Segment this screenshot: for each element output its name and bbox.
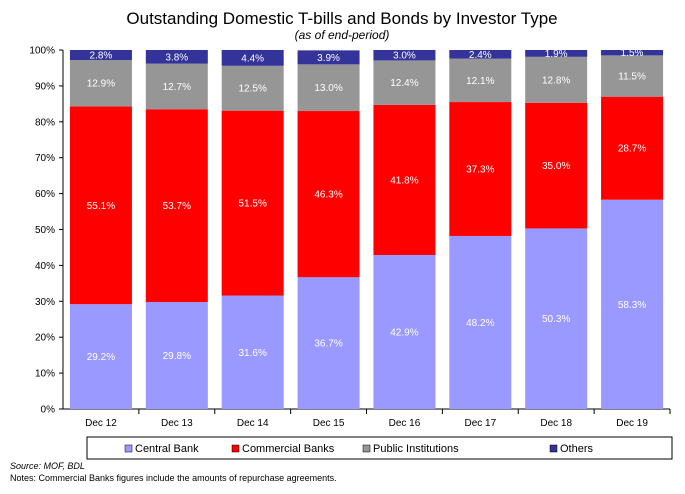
data-label: 1.9% xyxy=(545,49,568,60)
legend-swatch xyxy=(231,444,240,453)
bar-segment-others xyxy=(297,50,360,65)
bar-segment-public-institutions xyxy=(449,58,512,103)
bar-segment-central-bank xyxy=(373,254,436,409)
y-tick-label: 30% xyxy=(35,297,55,308)
bar-segment-commercial-banks xyxy=(449,102,512,236)
x-tick-label: Dec 14 xyxy=(237,418,269,429)
data-label: 37.3% xyxy=(466,165,494,176)
chart-subtitle: (as of end-period) xyxy=(295,28,390,42)
bar-segment-central-bank xyxy=(525,228,588,409)
bar-segment-others xyxy=(601,50,664,56)
x-tick-label: Dec 15 xyxy=(313,418,345,429)
data-label: 46.3% xyxy=(314,190,342,201)
y-tick-label: 70% xyxy=(35,153,55,164)
bar-segment-public-institutions xyxy=(373,60,436,105)
data-label: 50.3% xyxy=(542,314,570,325)
data-label: 29.8% xyxy=(163,351,191,362)
data-label: 51.5% xyxy=(239,199,267,210)
bar-segment-commercial-banks xyxy=(297,111,360,278)
data-label: 55.1% xyxy=(87,201,115,212)
bar-segment-public-institutions xyxy=(297,64,360,112)
bar-segment-commercial-banks xyxy=(69,106,132,305)
data-label: 2.8% xyxy=(90,51,113,62)
bar-segment-others xyxy=(221,50,284,66)
data-label: 12.8% xyxy=(542,75,570,86)
bar-segment-central-bank xyxy=(449,235,512,409)
y-tick-label: 40% xyxy=(35,261,55,272)
legend-swatch xyxy=(362,444,371,453)
y-tick-label: 50% xyxy=(35,225,55,236)
legend-entry: Central Bank xyxy=(135,443,199,455)
bar-segment-commercial-banks xyxy=(221,110,284,296)
data-label: 12.4% xyxy=(390,78,418,89)
legend-entry: Public Institutions xyxy=(373,443,459,455)
data-label: 53.7% xyxy=(163,201,191,212)
data-label: 4.4% xyxy=(241,53,264,64)
x-tick-label: Dec 12 xyxy=(85,418,117,429)
footnote: Notes: Commercial Banks figures include … xyxy=(10,473,337,483)
bar-segment-commercial-banks xyxy=(373,104,436,255)
bar-segment-others xyxy=(373,50,436,61)
y-tick-label: 10% xyxy=(35,369,55,380)
y-tick-label: 80% xyxy=(35,117,55,128)
source-note: Source: MOF, BDL xyxy=(10,461,85,471)
legend: Central Bank Commercial Banks Public Insti… xyxy=(86,436,673,460)
bar-segment-public-institutions xyxy=(69,60,132,107)
legend-box xyxy=(86,436,673,460)
data-label: 12.7% xyxy=(163,82,191,93)
bar-segment-public-institutions xyxy=(525,56,588,103)
bar-segment-others xyxy=(145,50,208,64)
x-tick-label: Dec 13 xyxy=(161,418,193,429)
data-label: 48.2% xyxy=(466,318,494,329)
data-label: 58.3% xyxy=(618,300,646,311)
bar-segment-public-institutions xyxy=(601,55,664,97)
x-tick-label: Dec 17 xyxy=(464,418,496,429)
legend-swatch xyxy=(549,444,558,453)
data-label: 29.2% xyxy=(87,352,115,363)
bar-segment-commercial-banks xyxy=(601,96,664,200)
bar-segment-others xyxy=(69,50,132,61)
data-label: 12.5% xyxy=(239,84,267,95)
bar-segment-central-bank xyxy=(297,277,360,409)
bar-segment-others xyxy=(449,50,512,59)
chart-title: Outstanding Domestic T-bills and Bonds b… xyxy=(126,9,557,28)
bar-segment-others xyxy=(525,50,588,57)
legend-swatch xyxy=(124,444,133,453)
data-label: 3.0% xyxy=(393,51,416,62)
plot-area: 0% 10% 20% 30% 40% 50% 60% 70% 80% 90% 100% 29.2% 55… xyxy=(29,46,671,429)
data-label: 36.7% xyxy=(314,339,342,350)
data-label: 11.5% xyxy=(618,72,646,83)
bar-segment-central-bank xyxy=(221,295,284,409)
bar-segment-public-institutions xyxy=(221,65,284,111)
y-tick-label: 0% xyxy=(41,405,56,416)
legend-entry: Commercial Banks xyxy=(242,443,335,455)
y-tick-label: 90% xyxy=(35,81,55,92)
bar-segment-central-bank xyxy=(601,199,664,409)
x-tick-label: Dec 16 xyxy=(389,418,421,429)
x-tick-label: Dec 19 xyxy=(616,418,648,429)
y-tick-label: 60% xyxy=(35,189,55,200)
bar-segment-commercial-banks xyxy=(525,102,588,229)
data-label: 41.8% xyxy=(390,175,418,186)
bar-segment-central-bank xyxy=(145,302,208,409)
x-tick-label: Dec 18 xyxy=(540,418,572,429)
y-tick-label: 100% xyxy=(29,46,55,57)
data-label: 12.9% xyxy=(87,79,115,90)
data-label: 3.9% xyxy=(317,53,340,64)
bar-segment-public-institutions xyxy=(145,63,208,110)
data-label: 12.1% xyxy=(466,76,494,87)
data-label: 13.0% xyxy=(314,83,342,94)
data-label: 28.7% xyxy=(618,144,646,155)
legend-entry: Others xyxy=(560,443,594,455)
data-label: 35.0% xyxy=(542,161,570,172)
data-label: 1.5% xyxy=(621,48,644,59)
y-tick-label: 20% xyxy=(35,333,55,344)
data-label: 2.4% xyxy=(469,50,492,61)
data-label: 31.6% xyxy=(239,348,267,359)
bar-segment-commercial-banks xyxy=(145,109,208,303)
bar-segment-central-bank xyxy=(69,304,132,409)
data-label: 42.9% xyxy=(390,327,418,338)
data-label: 3.8% xyxy=(165,52,188,63)
